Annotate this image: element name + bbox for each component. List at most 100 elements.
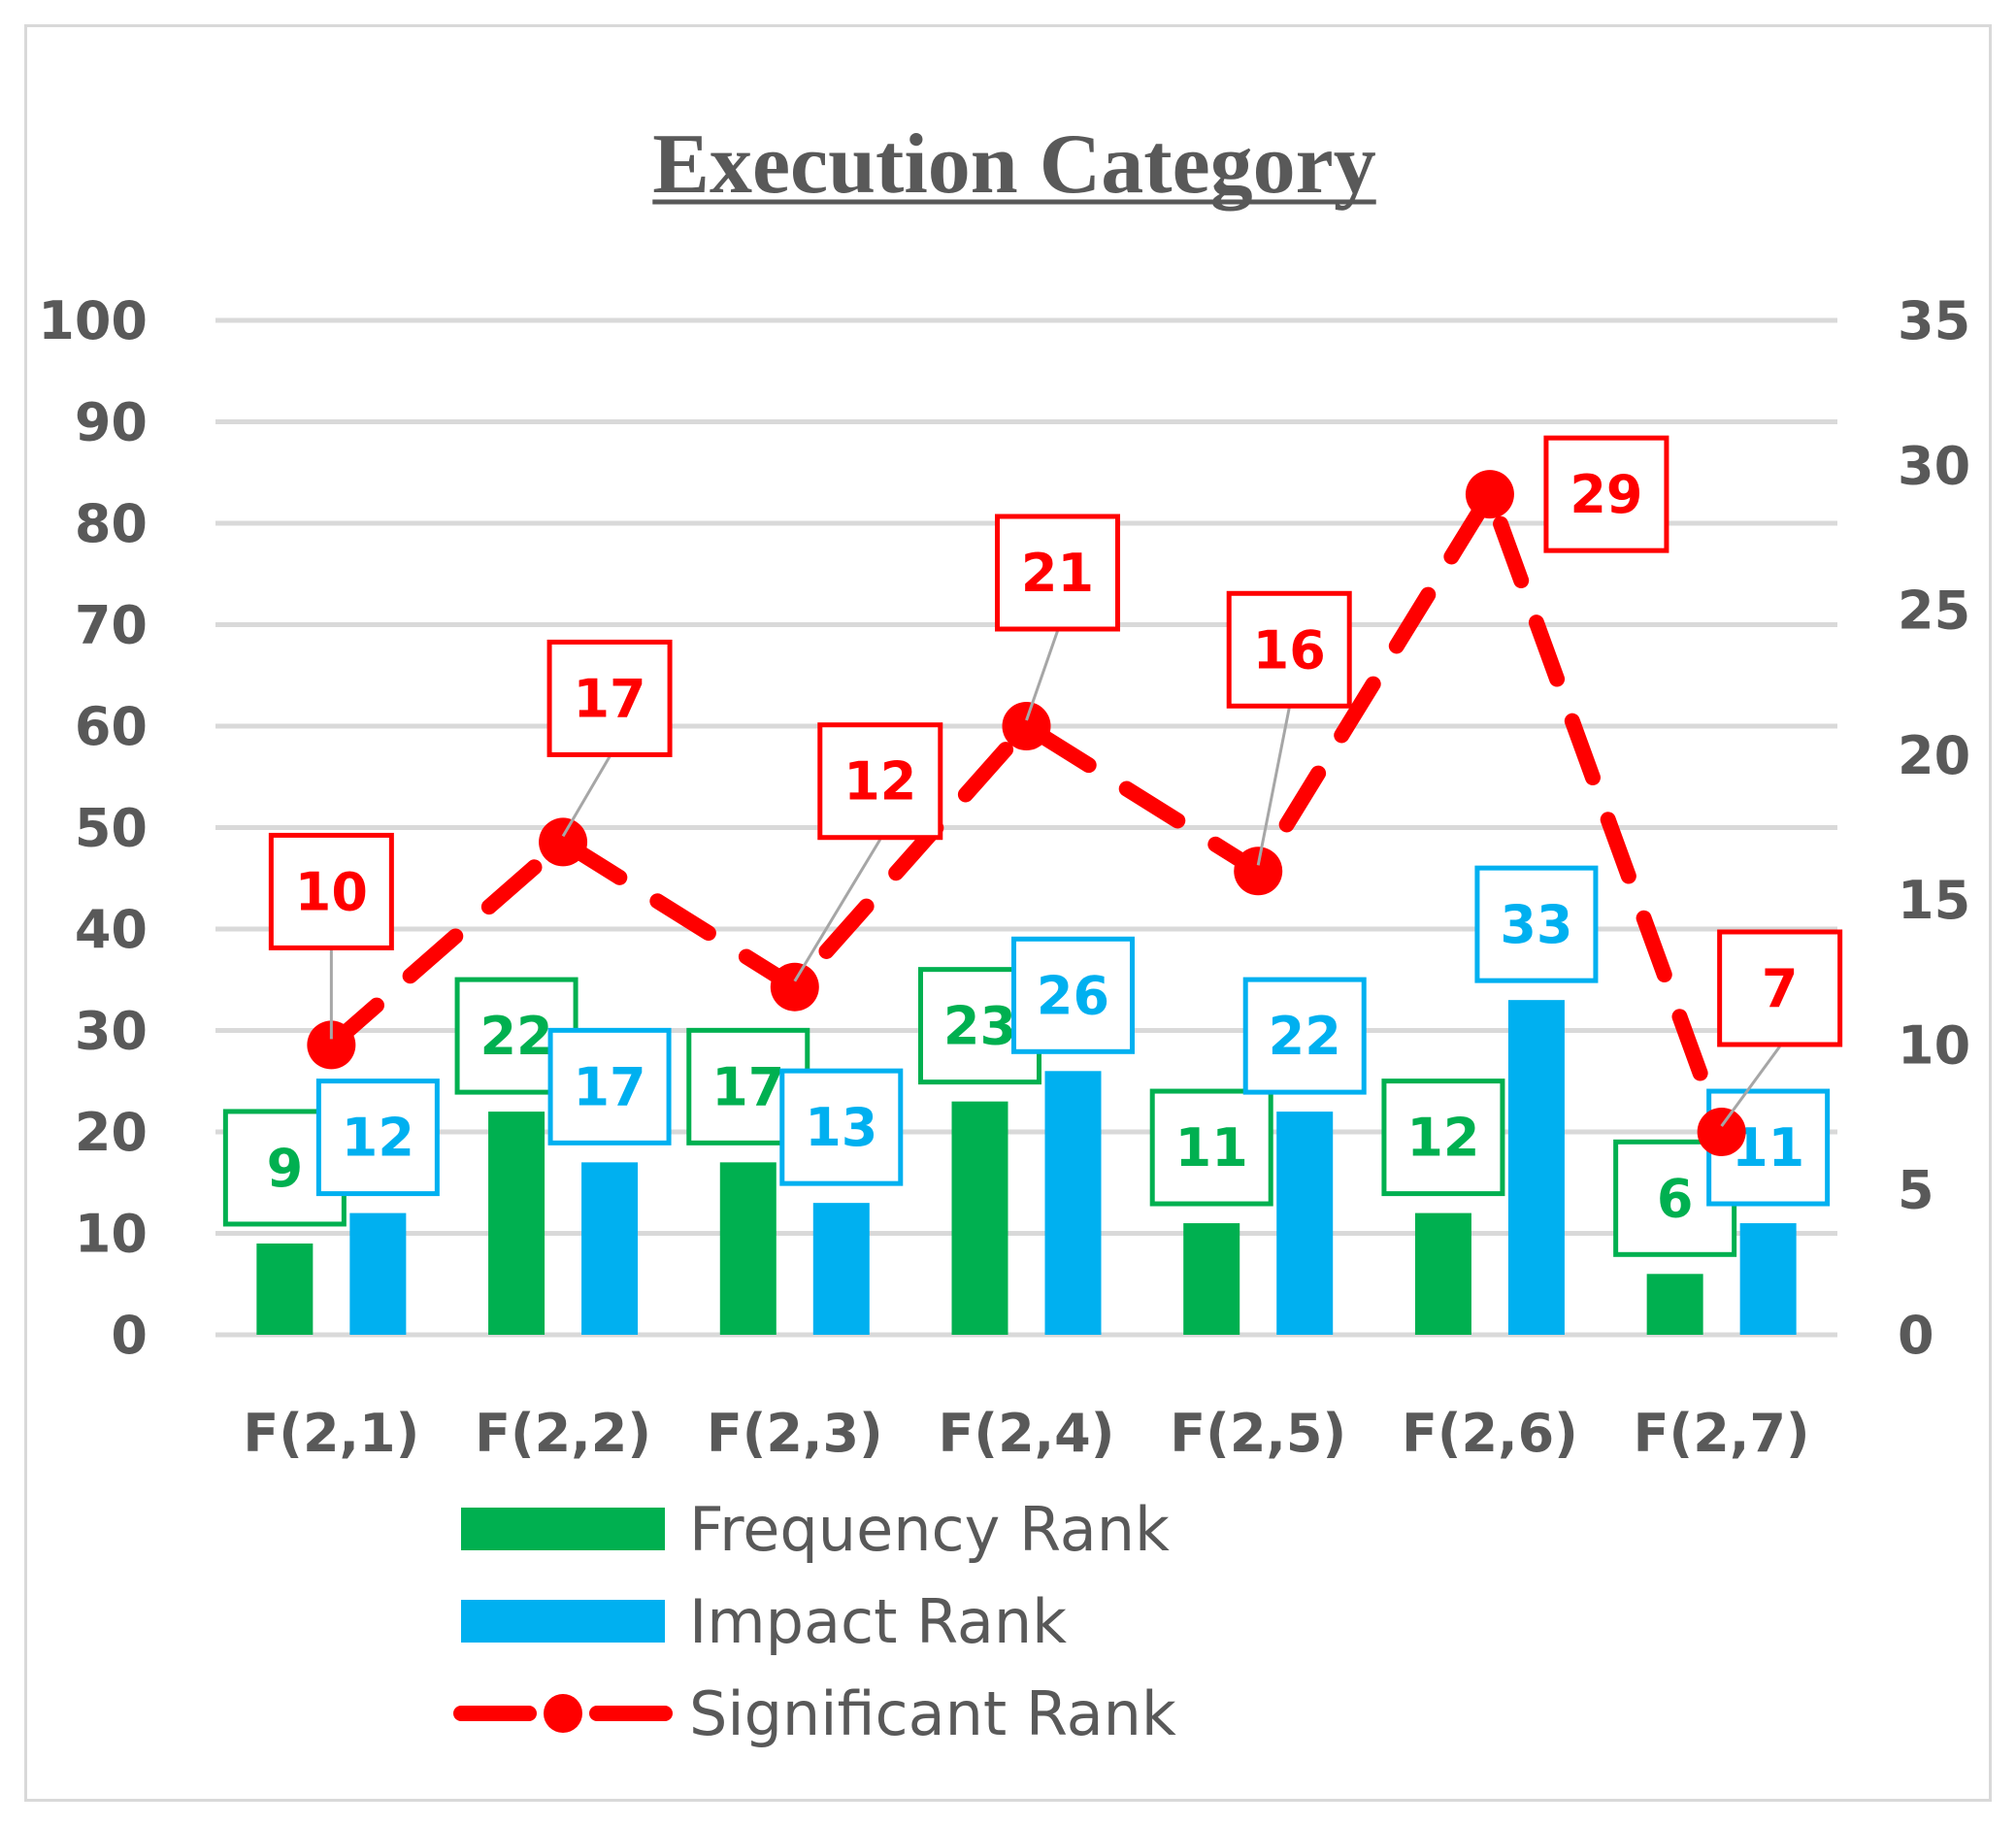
left-axis-tick: 0 <box>111 1305 148 1366</box>
left-axis-tick: 70 <box>75 595 148 656</box>
frequency-rank-bar <box>1183 1223 1240 1335</box>
legend-frequency-label: Frequency Rank <box>689 1494 1170 1565</box>
frequency-rank-bar <box>1646 1274 1703 1335</box>
legend: Frequency Rank Impact Rank Significant Ran… <box>453 1494 1176 1749</box>
impact-rank-label: 26 <box>1037 965 1109 1026</box>
legend-impact-swatch <box>461 1600 665 1643</box>
impact-rank-label-box <box>547 1027 672 1145</box>
significant-rank-label-box <box>817 722 943 841</box>
significant-rank-label: 10 <box>295 861 368 922</box>
left-axis-tick: 40 <box>75 899 148 960</box>
impact-rank-label-box <box>1474 865 1599 983</box>
left-axis-tick: 100 <box>38 290 148 351</box>
impact-rank-label-box <box>1242 977 1367 1095</box>
significant-rank-marker <box>770 962 819 1012</box>
frequency-rank-label: 9 <box>267 1138 304 1199</box>
significant-rank-marker <box>1002 702 1051 750</box>
impact-rank-bar <box>1044 1071 1102 1335</box>
legend-impact-label: Impact Rank <box>689 1586 1067 1657</box>
significant-rank-label: 17 <box>573 668 645 729</box>
frequency-rank-bar <box>488 1112 545 1335</box>
frequency-rank-label: 11 <box>1175 1117 1248 1179</box>
frequency-rank-label-box <box>1381 1079 1505 1197</box>
impact-rank-bar <box>1276 1112 1334 1335</box>
left-axis-tick: 60 <box>75 696 148 757</box>
impact-rank-label: 13 <box>805 1097 877 1158</box>
category-labels: F(2,1) F(2,2) F(2,3) F(2,4) F(2,5) F(2,6) F(2,… <box>243 1403 1809 1464</box>
frequency-rank-bar <box>719 1162 777 1335</box>
impact-rank-label: 17 <box>573 1056 645 1117</box>
right-axis-tick: 20 <box>1898 725 1970 786</box>
significant-rank-label: 16 <box>1253 619 1326 681</box>
chart-title: Execution Category <box>652 117 1375 212</box>
legend-significant-marker <box>544 1694 582 1733</box>
right-axis-tick: 25 <box>1898 581 1970 642</box>
left-axis-tick: 10 <box>75 1204 148 1265</box>
impact-rank-bar <box>812 1203 870 1335</box>
significant-rank-marker <box>307 1020 356 1070</box>
significant-rank-leader <box>1720 1046 1781 1127</box>
category-label: F(2,4) <box>939 1403 1115 1464</box>
impact-rank-label-box <box>779 1068 904 1186</box>
frequency-rank-label-box <box>1149 1088 1273 1207</box>
frequency-rank-bar <box>951 1101 1008 1335</box>
significant-rank-label-box <box>546 639 673 757</box>
impact-rank-bar <box>1739 1223 1797 1335</box>
impact-rank-label: 12 <box>342 1108 414 1169</box>
significant-rank-label-box <box>995 514 1120 632</box>
significant-rank-leader <box>793 838 882 982</box>
left-axis-tick: 20 <box>75 1102 148 1163</box>
impact-rank-bar <box>1507 1000 1565 1335</box>
frequency-rank-bar <box>256 1243 314 1335</box>
frequency-rank-label: 6 <box>1657 1168 1694 1229</box>
significant-rank-leader <box>1256 707 1291 866</box>
bars <box>256 1000 1797 1335</box>
significant-rank-label-box <box>1226 590 1352 709</box>
frequency-rank-bar <box>1414 1212 1471 1335</box>
significant-rank-marker <box>1234 847 1283 896</box>
significant-rank-label: 21 <box>1021 543 1094 604</box>
significant-rank-label: 7 <box>1762 958 1799 1019</box>
frequency-rank-label: 22 <box>479 1006 552 1067</box>
legend-frequency-swatch <box>461 1508 665 1550</box>
significant-rank-leader <box>1025 630 1059 721</box>
category-label: F(2,1) <box>243 1403 419 1464</box>
left-axis-tick: 50 <box>75 798 148 859</box>
frequency-rank-label: 23 <box>943 996 1016 1057</box>
significant-rank-label-box <box>1717 929 1843 1047</box>
right-axis-ticks: 0 5 10 15 20 25 30 35 <box>1898 290 1970 1366</box>
chart-title-group: Execution Category <box>652 117 1376 212</box>
significant-rank-marker <box>539 817 588 867</box>
left-axis-tick: 90 <box>75 392 148 453</box>
category-label: F(2,6) <box>1402 1403 1578 1464</box>
category-label: F(2,3) <box>707 1403 883 1464</box>
category-label: F(2,2) <box>475 1403 651 1464</box>
impact-rank-label: 33 <box>1500 894 1572 955</box>
left-axis-ticks: 0 10 20 30 40 50 60 70 80 90 100 <box>38 290 148 1366</box>
frequency-rank-label: 17 <box>711 1056 784 1117</box>
left-axis-tick: 30 <box>75 1001 148 1062</box>
significant-rank-marker <box>1465 470 1514 519</box>
frequency-rank-label: 12 <box>1406 1108 1479 1169</box>
significant-rank-label-box <box>1543 435 1669 553</box>
significant-rank-label-box <box>268 832 394 950</box>
right-axis-tick: 5 <box>1898 1160 1934 1221</box>
significant-rank-label: 29 <box>1570 464 1642 525</box>
right-axis-tick: 0 <box>1898 1305 1934 1366</box>
right-axis-tick: 30 <box>1898 435 1970 496</box>
right-axis-tick: 15 <box>1898 870 1970 931</box>
left-axis-tick: 80 <box>75 493 148 554</box>
impact-rank-bar <box>349 1212 407 1335</box>
right-axis-tick: 35 <box>1898 290 1970 351</box>
right-axis-tick: 10 <box>1898 1014 1970 1076</box>
legend-significant-label: Significant Rank <box>689 1678 1176 1749</box>
impact-rank-label-box <box>1011 936 1135 1054</box>
impact-rank-label-box <box>315 1079 440 1197</box>
significant-rank-marker <box>1697 1108 1746 1156</box>
significant-rank-leader <box>561 755 611 838</box>
significant-rank-label: 12 <box>843 751 916 813</box>
impact-rank-bar <box>581 1162 639 1335</box>
impact-rank-label: 22 <box>1269 1006 1341 1067</box>
